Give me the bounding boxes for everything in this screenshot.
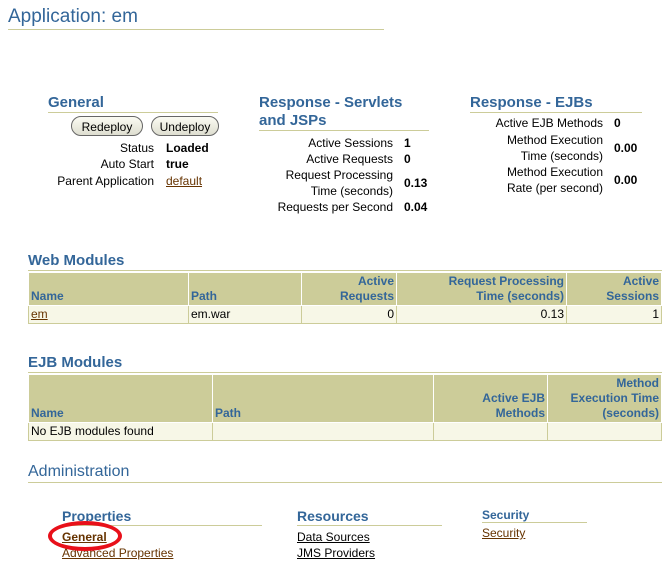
status-value: Loaded bbox=[166, 141, 209, 155]
active-sessions-label: Active Sessions bbox=[308, 136, 393, 150]
auto-start-label: Auto Start bbox=[100, 157, 154, 171]
web-modules-divider bbox=[28, 270, 662, 271]
jms-providers-link[interactable]: JMS Providers bbox=[297, 546, 376, 560]
col-header-active-requests: Active Requests bbox=[301, 272, 397, 306]
ejb-modules-heading: EJB Modules bbox=[28, 354, 123, 371]
ejb-col-header-active-methods: Active EJB Methods bbox=[433, 374, 548, 423]
method-exec-time-label-line2: Time (seconds) bbox=[520, 149, 603, 163]
col-header-path: Path bbox=[188, 272, 302, 306]
general-divider bbox=[48, 112, 218, 113]
properties-heading: Properties bbox=[62, 508, 132, 524]
web-module-link[interactable]: em bbox=[31, 307, 48, 321]
security-heading: Security bbox=[482, 508, 530, 522]
redeploy-button-label: Redeploy bbox=[81, 120, 133, 134]
active-ejb-methods-value: 0 bbox=[614, 116, 621, 130]
col-header-processing-time: Request Processing Time (seconds) bbox=[396, 272, 567, 306]
ejbs-divider bbox=[470, 112, 642, 113]
web-module-active-requests-cell: 0 bbox=[301, 305, 397, 324]
method-exec-rate-label-line1: Method Execution bbox=[506, 165, 603, 179]
general-heading: General bbox=[48, 94, 104, 111]
ejb-modules-divider bbox=[28, 372, 662, 373]
resources-heading: Resources bbox=[297, 508, 369, 524]
page-title: Application: em bbox=[8, 6, 138, 27]
status-label: Status bbox=[119, 141, 154, 155]
ejb-empty-cell bbox=[547, 422, 662, 441]
request-processing-label-line2: Time (seconds) bbox=[310, 184, 393, 198]
resources-divider bbox=[297, 525, 442, 526]
request-processing-label-line1: Request Processing bbox=[285, 168, 393, 182]
web-modules-header-row: Name Path Active Requests Request Process… bbox=[28, 272, 662, 306]
method-exec-rate-value: 0.00 bbox=[614, 173, 638, 187]
ejb-col-header-path: Path bbox=[212, 374, 434, 423]
security-link[interactable]: Security bbox=[482, 526, 526, 540]
ejb-col-header-exec-time: Method Execution Time (seconds) bbox=[547, 374, 662, 423]
web-module-name-cell: em bbox=[28, 305, 189, 324]
ejbs-heading: Response - EJBs bbox=[470, 94, 593, 111]
servlets-heading-line2: and JSPs bbox=[259, 112, 327, 129]
active-requests-value: 0 bbox=[404, 152, 411, 166]
undeploy-button[interactable]: Undeploy bbox=[151, 116, 219, 136]
web-modules-table: Name Path Active Requests Request Process… bbox=[28, 272, 662, 324]
administration-divider bbox=[28, 482, 662, 483]
security-divider bbox=[482, 522, 587, 523]
col-header-active-sessions: Active Sessions bbox=[566, 272, 662, 306]
web-modules-heading: Web Modules bbox=[28, 252, 125, 269]
properties-divider bbox=[62, 525, 262, 526]
undeploy-button-label: Undeploy bbox=[159, 120, 211, 134]
data-sources-link[interactable]: Data Sources bbox=[297, 530, 370, 544]
highlight-circle bbox=[48, 521, 122, 551]
ejb-modules-header-row: Name Path Active EJB Methods Method Execut… bbox=[28, 374, 662, 423]
method-exec-time-value: 0.00 bbox=[614, 141, 638, 155]
request-processing-value: 0.13 bbox=[404, 176, 428, 190]
parent-application-link[interactable]: default bbox=[166, 174, 203, 188]
active-ejb-methods-label: Active EJB Methods bbox=[495, 116, 603, 130]
web-module-path-cell: em.war bbox=[188, 305, 302, 324]
ejb-modules-table: Name Path Active EJB Methods Method Execut… bbox=[28, 374, 662, 441]
ejb-col-header-name: Name bbox=[28, 374, 213, 423]
table-row: em em.war 0 0.13 1 bbox=[28, 305, 662, 324]
requests-per-second-value: 0.04 bbox=[404, 200, 428, 214]
administration-heading: Administration bbox=[28, 463, 130, 480]
method-exec-rate-label-line2: Rate (per second) bbox=[506, 181, 603, 195]
servlets-heading-line1: Response - Servlets bbox=[259, 94, 403, 111]
auto-start-value: true bbox=[166, 157, 189, 171]
table-row: No EJB modules found bbox=[28, 422, 662, 441]
web-module-active-sessions-cell: 1 bbox=[566, 305, 662, 324]
ejb-empty-cell bbox=[433, 422, 548, 441]
active-sessions-value: 1 bbox=[404, 136, 411, 150]
servlets-divider bbox=[259, 130, 429, 131]
requests-per-second-label: Requests per Second bbox=[277, 200, 393, 214]
title-divider bbox=[8, 29, 384, 30]
parent-application-label: Parent Application bbox=[57, 174, 154, 188]
ejb-empty-message: No EJB modules found bbox=[28, 422, 213, 441]
ejb-empty-cell bbox=[212, 422, 434, 441]
method-exec-time-label-line1: Method Execution bbox=[506, 133, 603, 147]
web-module-processing-time-cell: 0.13 bbox=[396, 305, 567, 324]
col-header-name: Name bbox=[28, 272, 189, 306]
redeploy-button[interactable]: Redeploy bbox=[71, 116, 143, 136]
active-requests-label: Active Requests bbox=[306, 152, 393, 166]
